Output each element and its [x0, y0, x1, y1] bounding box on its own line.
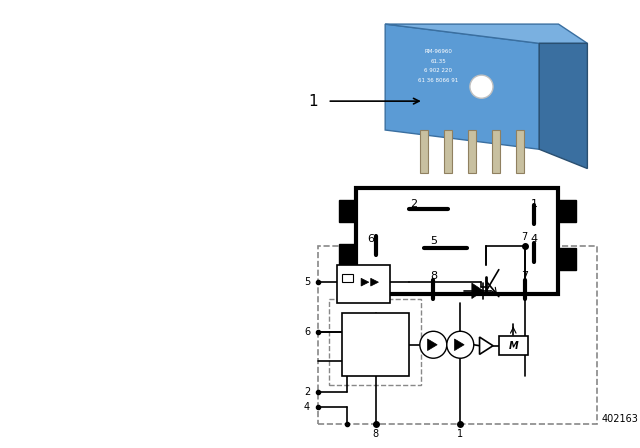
Polygon shape [479, 337, 493, 354]
Polygon shape [385, 24, 588, 43]
Text: 5: 5 [430, 236, 437, 246]
Bar [444, 130, 452, 173]
Text: 8: 8 [429, 271, 437, 281]
Bar [318, 246, 597, 424]
Bar [342, 313, 409, 375]
Polygon shape [361, 278, 369, 286]
Text: 61.35: 61.35 [430, 59, 446, 64]
Text: 4: 4 [304, 402, 310, 412]
Polygon shape [371, 278, 378, 286]
Bar [342, 275, 353, 282]
Text: M: M [508, 341, 518, 351]
Text: 2: 2 [410, 199, 418, 209]
Bar [559, 249, 576, 270]
Text: 2: 2 [304, 387, 310, 397]
Text: 61 36 8066 91: 61 36 8066 91 [418, 78, 458, 83]
Text: 7: 7 [521, 271, 529, 281]
Circle shape [420, 331, 447, 358]
Text: RM-96960: RM-96960 [424, 49, 452, 54]
Text: 5: 5 [304, 277, 310, 287]
Text: 7: 7 [522, 232, 528, 242]
Circle shape [470, 75, 493, 98]
Bar [339, 200, 356, 221]
Polygon shape [472, 283, 483, 298]
Circle shape [447, 331, 474, 358]
Bar [420, 130, 428, 173]
Bar [339, 244, 356, 265]
Polygon shape [385, 24, 540, 149]
Text: 6: 6 [304, 327, 310, 337]
Text: 6 902 220: 6 902 220 [424, 68, 452, 73]
Polygon shape [540, 43, 588, 168]
Bar [516, 130, 524, 173]
Bar [356, 188, 559, 294]
Polygon shape [428, 339, 437, 350]
Bar [499, 336, 528, 355]
Text: 402163: 402163 [602, 414, 639, 424]
Text: 6: 6 [367, 234, 374, 244]
Bar [492, 130, 500, 173]
Bar [559, 200, 576, 221]
Bar [337, 265, 390, 303]
Text: 8: 8 [372, 430, 379, 439]
Text: 1: 1 [308, 94, 318, 108]
Text: 4: 4 [531, 234, 538, 244]
Polygon shape [454, 339, 464, 350]
Bar [468, 130, 476, 173]
Bar [330, 298, 421, 385]
Text: 1: 1 [457, 430, 463, 439]
Text: 1: 1 [531, 199, 538, 209]
